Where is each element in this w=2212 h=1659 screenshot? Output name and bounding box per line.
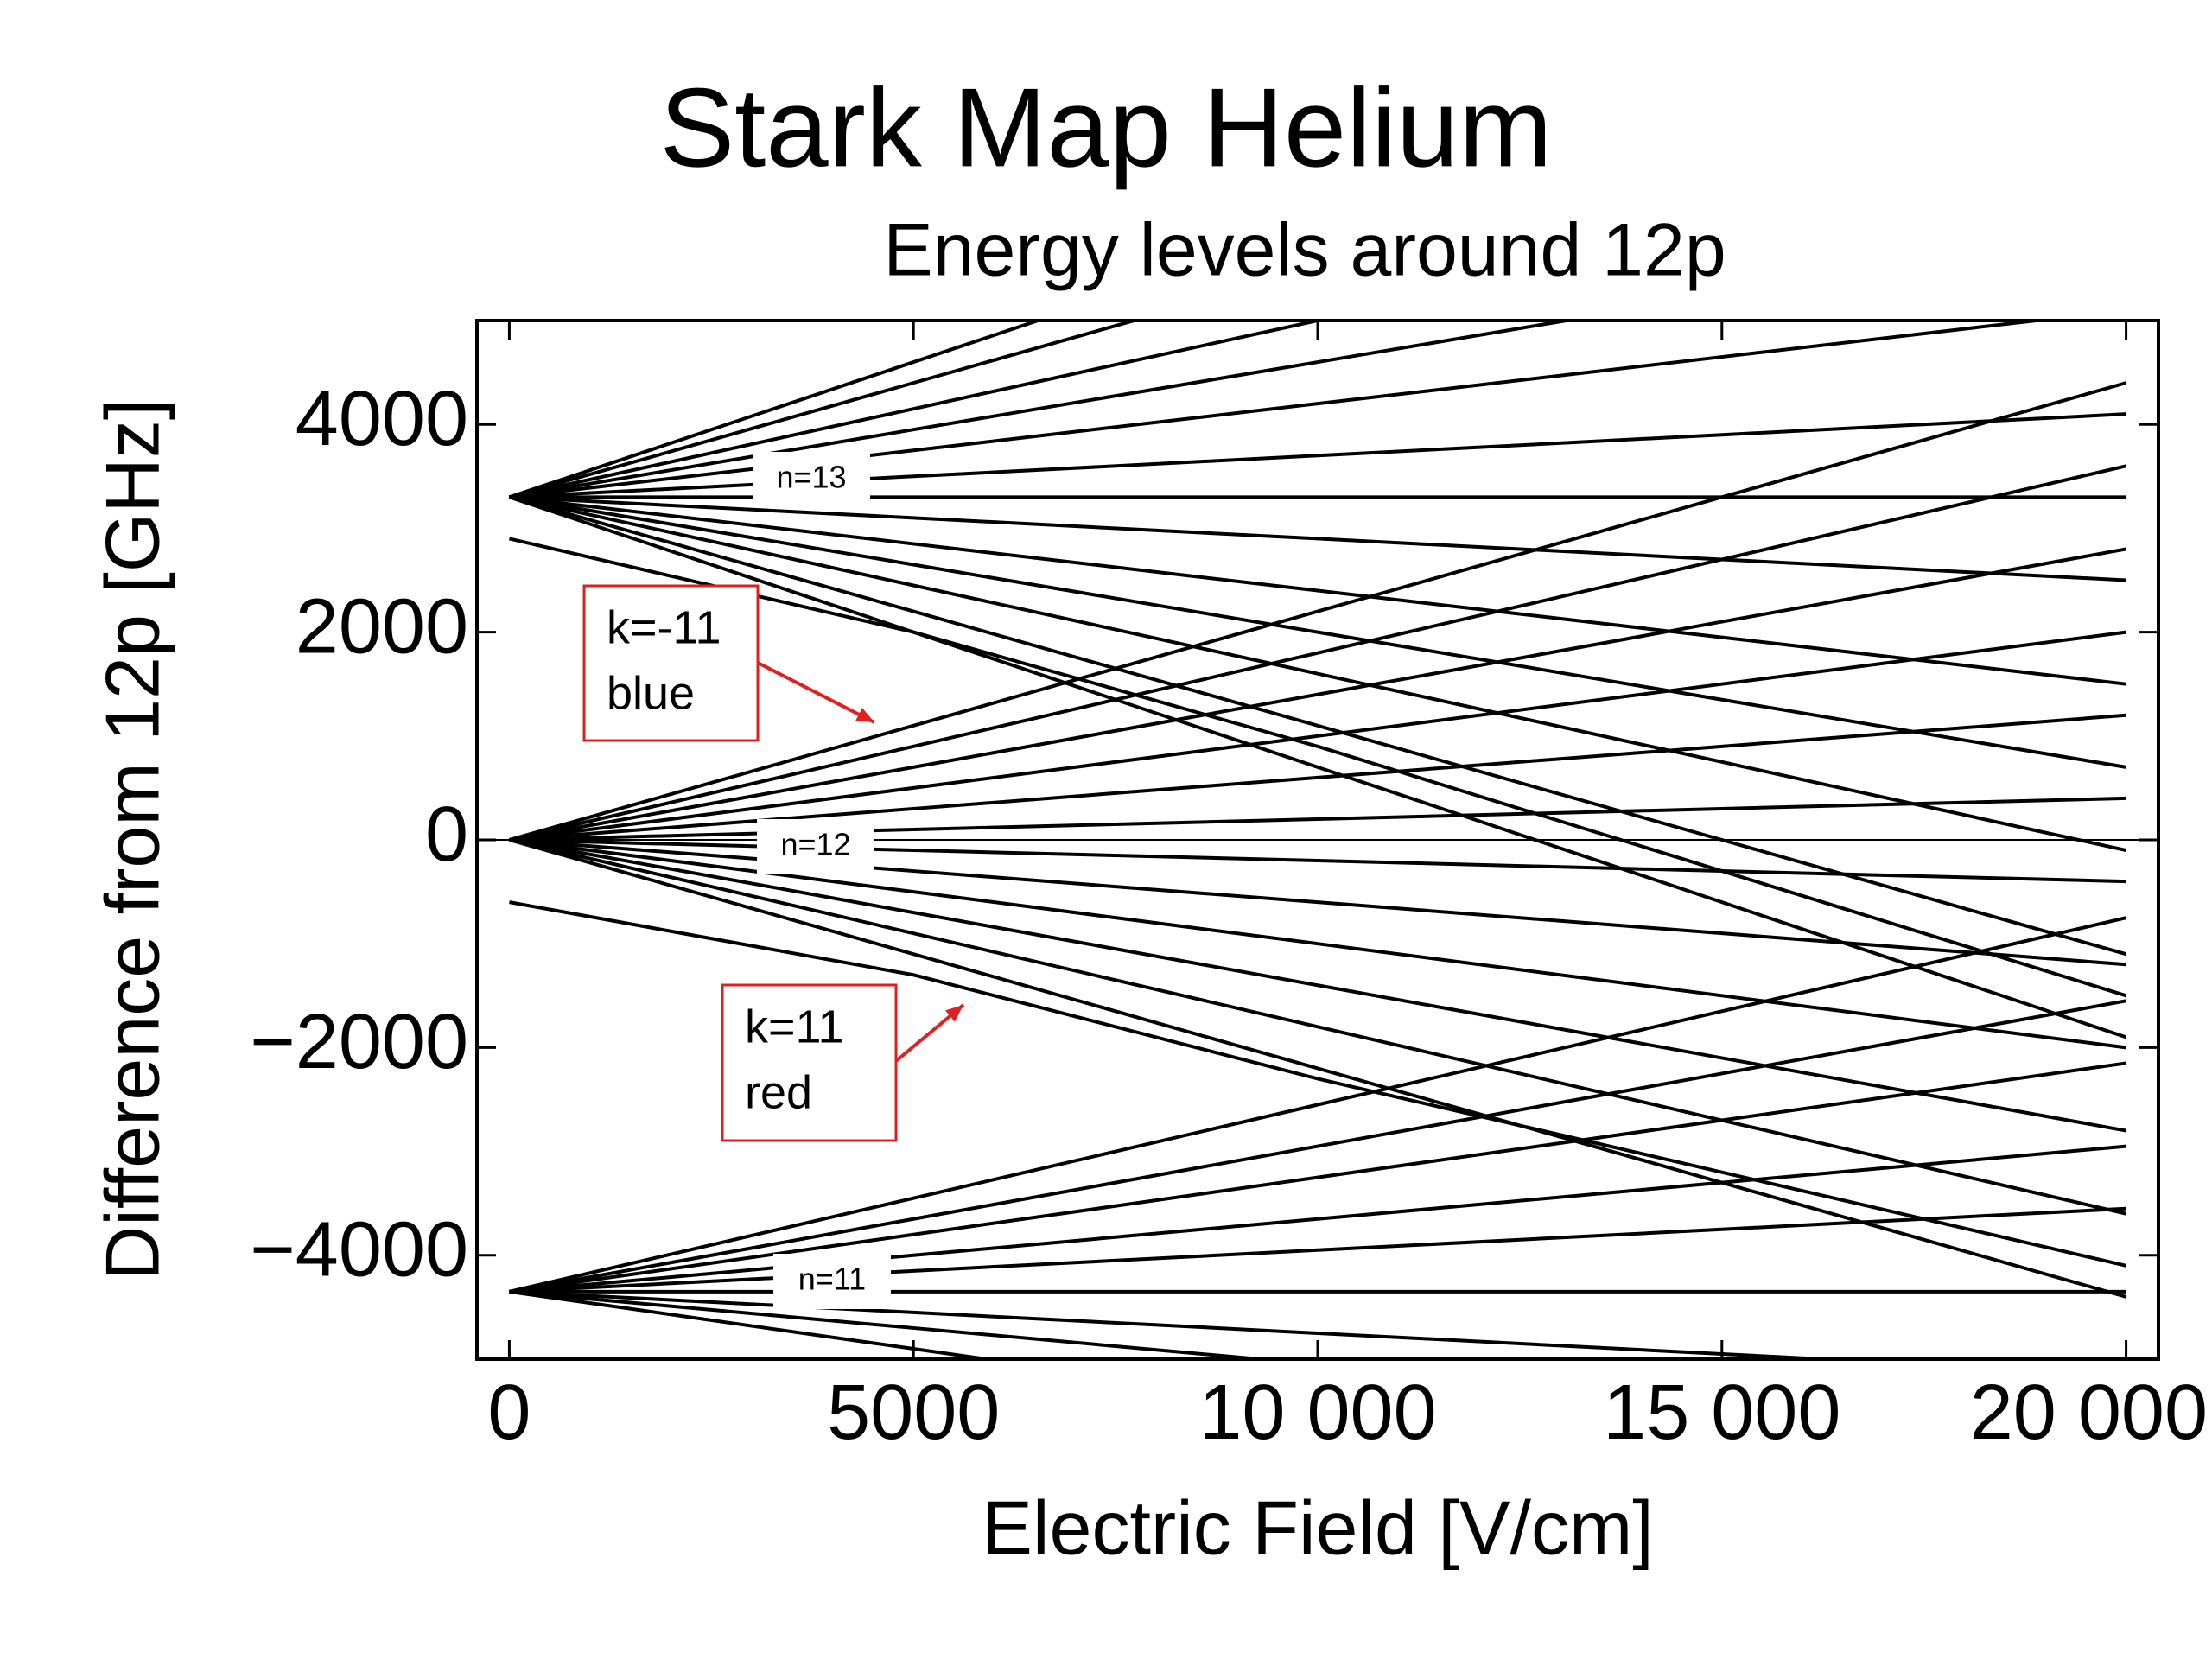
label-background: [753, 452, 870, 507]
callout-box: [582, 584, 760, 742]
series-line: [509, 1206, 2126, 1294]
chart-subtitle: Energy levels around 12p: [883, 209, 1726, 292]
overlay: n=13 n=12 n=11 k=-11 blue k=11 red: [582, 452, 965, 1309]
callout-text: k=11: [745, 1001, 844, 1052]
label-background: [757, 819, 874, 874]
y-axis-label: Difference from 12p [GHz]: [89, 399, 175, 1281]
manifold-label: n=13: [776, 460, 846, 495]
x-tick-label: 20 000: [1970, 1370, 2208, 1456]
series-line: [509, 1289, 1857, 1359]
series-line: [508, 381, 2127, 842]
series-line: [509, 1144, 2126, 1294]
series-line: [509, 495, 2126, 686]
callout-text: blue: [607, 667, 695, 719]
manifold-label: n=12: [780, 827, 850, 862]
series-line: [509, 838, 2126, 884]
series-line: [509, 713, 2126, 842]
series-line: [509, 838, 2126, 1133]
plot-lines: [477, 321, 2158, 1359]
series-line: [509, 1289, 1280, 1359]
arrow-head: [855, 708, 874, 722]
series-line: [508, 495, 2127, 1039]
arrow-head: [944, 1005, 963, 1022]
series-line: [509, 838, 2126, 1050]
series-line: [508, 916, 2127, 1294]
series-line: [508, 495, 2127, 852]
series-line: [508, 321, 1044, 499]
series-line: [508, 321, 1326, 499]
callout-text: k=-11: [607, 601, 721, 653]
series-line: [509, 547, 2126, 842]
series-line: [508, 321, 1141, 499]
series-line: [509, 796, 2126, 842]
y-tick-label: −2000: [250, 999, 468, 1085]
manifold-label: n=11: [798, 1262, 866, 1297]
y-tick-label: 2000: [296, 583, 468, 670]
x-tick-label: 5000: [827, 1370, 1000, 1456]
series-line: [509, 495, 2126, 769]
series-line: [508, 838, 2127, 1216]
series-line: [508, 838, 2127, 1299]
x-tick-label: 10 000: [1198, 1370, 1436, 1456]
y-tick-label: −4000: [250, 1207, 468, 1294]
plot-frame: [475, 319, 2160, 1361]
series-line: [508, 464, 2127, 842]
series-line: [509, 1289, 1000, 1359]
callout-arrow: [757, 661, 875, 724]
chart-title: Stark Map Helium: [659, 64, 1552, 190]
series-line: [509, 1061, 2126, 1294]
callout-box: [721, 983, 898, 1142]
x-axis-label: Electric Field [V/cm]: [982, 1484, 1653, 1570]
series-line: [508, 495, 2127, 957]
y-tick-label: 0: [425, 791, 468, 878]
series-line: [509, 900, 2127, 1268]
label-background: [773, 1254, 891, 1309]
callout-text: red: [745, 1066, 812, 1118]
y-tick-label: 4000: [296, 376, 468, 462]
series-line: [509, 495, 2126, 582]
x-tick-label: 15 000: [1603, 1370, 1840, 1456]
series-line: [509, 999, 2126, 1294]
x-tick-label: 0: [487, 1370, 531, 1456]
series-line: [509, 630, 2126, 842]
series-line: [508, 537, 2127, 998]
